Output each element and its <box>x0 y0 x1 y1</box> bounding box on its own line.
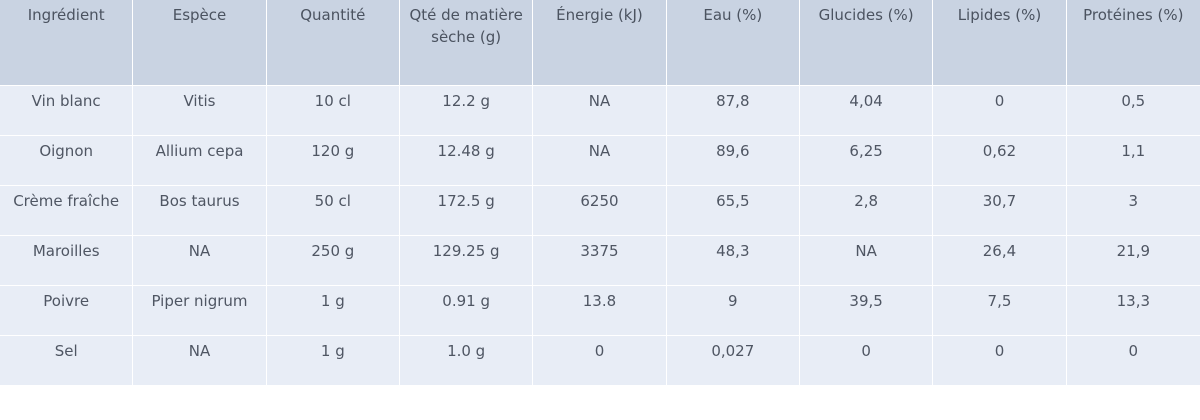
table-cell: 1 g <box>266 286 400 336</box>
table-cell: Vitis <box>133 86 267 136</box>
nutrition-table: Ingrédient Espèce Quantité Qté de matièr… <box>0 0 1200 386</box>
table-cell: 3375 <box>533 236 667 286</box>
column-header-proteines: Protéines (%) <box>1066 0 1200 86</box>
table-cell: 0,5 <box>1066 86 1200 136</box>
table-cell: Bos taurus <box>133 186 267 236</box>
table-cell: 172.5 g <box>399 186 534 236</box>
table-cell: 39,5 <box>799 286 934 336</box>
table-row: Maroilles NA 250 g 129.25 g 3375 48,3 NA… <box>0 236 1200 286</box>
table-cell: 2,8 <box>799 186 934 236</box>
table-cell: Oignon <box>0 136 134 186</box>
table-cell: 13,3 <box>1066 286 1200 336</box>
table-cell: Poivre <box>0 286 134 336</box>
table-cell: 0 <box>933 336 1067 386</box>
table-row: Crème fraîche Bos taurus 50 cl 172.5 g 6… <box>0 186 1200 236</box>
table-cell: 129.25 g <box>399 236 534 286</box>
table-cell: NA <box>133 236 267 286</box>
column-header-qte-matiere-seche: Qté de matière sèche (g) <box>399 0 534 86</box>
table-cell: 21,9 <box>1066 236 1200 286</box>
table-cell: 0 <box>533 336 667 386</box>
table-cell: Piper nigrum <box>133 286 267 336</box>
column-header-espece: Espèce <box>133 0 267 86</box>
table-cell: Maroilles <box>0 236 134 286</box>
table-cell: 0.91 g <box>399 286 534 336</box>
table-cell: 10 cl <box>266 86 400 136</box>
table-cell: Vin blanc <box>0 86 134 136</box>
table-row: Sel NA 1 g 1.0 g 0 0,027 0 0 0 <box>0 336 1200 386</box>
table-cell: NA <box>133 336 267 386</box>
table-cell: NA <box>533 86 667 136</box>
table-cell: 1.0 g <box>399 336 534 386</box>
table-cell: 13.8 <box>533 286 667 336</box>
table-cell: 0 <box>1066 336 1200 386</box>
table-cell: NA <box>533 136 667 186</box>
column-header-ingredient: Ingrédient <box>0 0 134 86</box>
table-cell: 50 cl <box>266 186 400 236</box>
table-cell: 89,6 <box>666 136 800 186</box>
table-cell: 9 <box>666 286 800 336</box>
table-row: Oignon Allium cepa 120 g 12.48 g NA 89,6… <box>0 136 1200 186</box>
table-cell: 48,3 <box>666 236 800 286</box>
column-header-lipides: Lipides (%) <box>933 0 1067 86</box>
table-cell: 0,62 <box>933 136 1067 186</box>
table-cell: 1,1 <box>1066 136 1200 186</box>
table-cell: 0,027 <box>666 336 800 386</box>
column-header-eau: Eau (%) <box>666 0 800 86</box>
header-row: Ingrédient Espèce Quantité Qté de matièr… <box>0 0 1200 86</box>
table-cell: 65,5 <box>666 186 800 236</box>
column-header-energie: Énergie (kJ) <box>533 0 667 86</box>
table-cell: 120 g <box>266 136 400 186</box>
table-cell: 7,5 <box>933 286 1067 336</box>
table-cell: 87,8 <box>666 86 800 136</box>
table-cell: 12.2 g <box>399 86 534 136</box>
table-cell: 12.48 g <box>399 136 534 186</box>
column-header-quantite: Quantité <box>266 0 400 86</box>
table-cell: Allium cepa <box>133 136 267 186</box>
column-header-glucides: Glucides (%) <box>799 0 934 86</box>
table-cell: 4,04 <box>799 86 934 136</box>
table-row: Vin blanc Vitis 10 cl 12.2 g NA 87,8 4,0… <box>0 86 1200 136</box>
table-cell: 1 g <box>266 336 400 386</box>
table-cell: Sel <box>0 336 134 386</box>
table-cell: 0 <box>933 86 1067 136</box>
table-cell: 3 <box>1066 186 1200 236</box>
table-row: Poivre Piper nigrum 1 g 0.91 g 13.8 9 39… <box>0 286 1200 336</box>
table-cell: 0 <box>799 336 934 386</box>
table-cell: 30,7 <box>933 186 1067 236</box>
table-cell: Crème fraîche <box>0 186 134 236</box>
table-cell: 6250 <box>533 186 667 236</box>
table-cell: 6,25 <box>799 136 934 186</box>
table-cell: 26,4 <box>933 236 1067 286</box>
table-cell: 250 g <box>266 236 400 286</box>
table-cell: NA <box>799 236 934 286</box>
